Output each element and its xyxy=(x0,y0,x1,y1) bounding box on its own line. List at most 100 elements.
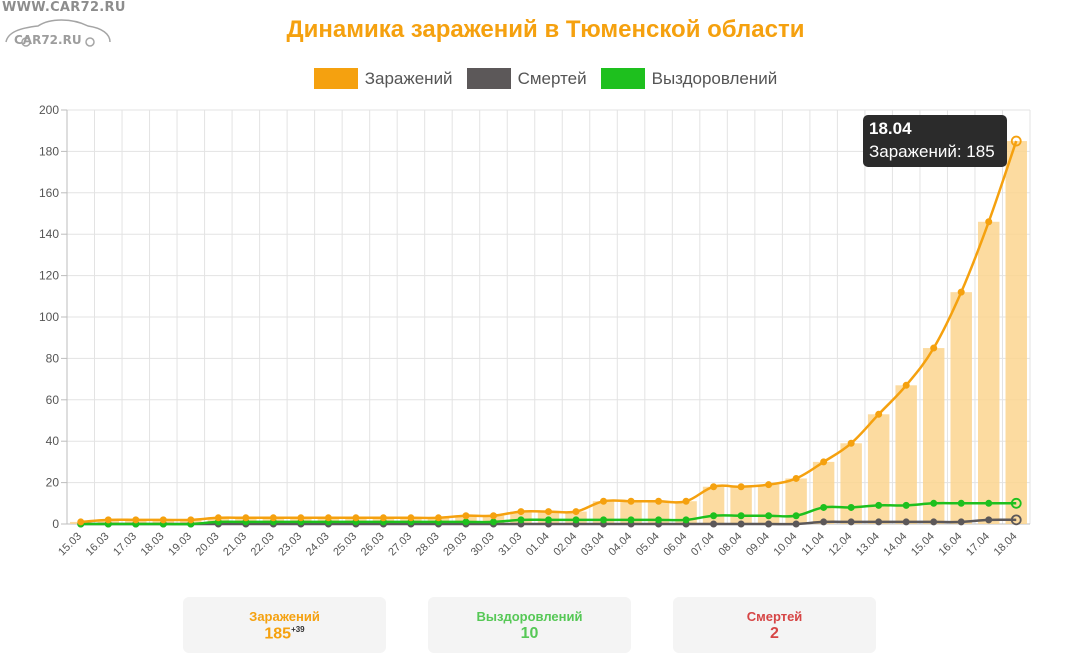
point-infected xyxy=(434,514,442,522)
point-infected xyxy=(737,483,745,491)
legend-item-infected[interactable]: Заражений xyxy=(313,68,453,89)
bar-infected xyxy=(647,501,670,524)
x-tick-label: 15.03 xyxy=(56,530,84,558)
chart-title: Динамика заражений в Тюменской области xyxy=(286,16,805,43)
legend-swatch-infected xyxy=(313,68,358,89)
point-recovered xyxy=(765,512,773,520)
stat-value-recovered: 10 xyxy=(520,625,539,642)
y-tick-label: 160 xyxy=(39,186,59,200)
x-tick-label: 02.04 xyxy=(551,530,579,558)
point-recovered xyxy=(710,512,718,520)
point-deaths xyxy=(792,520,800,528)
x-tick-label: 14.04 xyxy=(882,530,910,558)
point-infected xyxy=(930,344,938,352)
point-infected xyxy=(297,514,305,522)
legend-item-deaths[interactable]: Смертей xyxy=(466,68,587,89)
x-tick-label: 31.03 xyxy=(496,530,524,558)
legend-label-infected: Заражений xyxy=(364,68,453,88)
x-tick-label: 22.03 xyxy=(249,530,277,558)
point-infected xyxy=(324,514,332,522)
bar-infected xyxy=(840,443,862,524)
bar-infected xyxy=(1005,141,1027,525)
bar-infected xyxy=(922,348,945,524)
x-tick-label: 28.03 xyxy=(414,530,442,558)
point-infected xyxy=(517,508,525,516)
point-recovered xyxy=(572,516,580,524)
x-tick-label: 29.03 xyxy=(441,530,469,558)
point-deaths xyxy=(710,520,718,528)
x-tick-label: 01.04 xyxy=(524,530,552,558)
bar-infected xyxy=(867,414,890,524)
x-tick-label: 21.03 xyxy=(221,530,249,558)
legend-swatch-recovered xyxy=(600,68,645,89)
point-recovered xyxy=(820,503,828,511)
bar-infected xyxy=(812,461,835,524)
legend-item-recovered[interactable]: Выздоровлений xyxy=(600,68,777,89)
bar-infected xyxy=(977,221,1000,524)
stat-card-recovered: Выздоровлений 10 xyxy=(428,597,631,653)
point-recovered xyxy=(847,503,855,511)
y-tick-label: 140 xyxy=(39,227,59,241)
point-recovered xyxy=(655,516,663,524)
point-recovered xyxy=(875,501,883,509)
point-deaths xyxy=(902,518,910,526)
point-infected xyxy=(572,508,580,516)
x-tick-label: 26.03 xyxy=(359,530,387,558)
legend: Заражений Смертей Выздоровлений xyxy=(0,68,1091,89)
tooltip: 18.04 Заражений: 185 xyxy=(863,115,1007,167)
watermark: WWW.CAR72.RU CAR72.RU xyxy=(2,0,132,50)
point-infected xyxy=(847,439,855,447)
point-deaths xyxy=(737,520,745,528)
point-infected xyxy=(985,218,993,226)
point-infected xyxy=(242,514,250,522)
point-recovered xyxy=(517,516,525,524)
bar-infected xyxy=(895,385,917,524)
point-infected xyxy=(765,481,773,489)
point-infected xyxy=(187,516,195,524)
point-infected xyxy=(600,497,608,505)
x-tick-label: 07.04 xyxy=(689,530,717,558)
point-recovered xyxy=(930,499,938,507)
x-tick-label: 04.04 xyxy=(606,530,634,558)
watermark-url: WWW.CAR72.RU xyxy=(2,0,126,15)
point-recovered xyxy=(985,499,993,507)
x-tick-label: 09.04 xyxy=(744,530,772,558)
x-tick-label: 11.04 xyxy=(800,530,827,557)
stat-delta-infected: +39 xyxy=(291,625,305,634)
x-tick-label: 08.04 xyxy=(716,530,744,558)
point-infected xyxy=(902,381,910,389)
point-deaths xyxy=(820,518,828,526)
stat-value-infected: 185+39 xyxy=(183,625,386,643)
point-infected xyxy=(820,458,828,466)
point-infected xyxy=(655,497,663,505)
y-tick-label: 0 xyxy=(52,517,59,531)
y-tick-label: 80 xyxy=(46,351,60,365)
point-infected xyxy=(352,514,360,522)
x-tick-label: 30.03 xyxy=(469,530,497,558)
point-infected xyxy=(379,514,387,522)
point-infected xyxy=(875,410,883,418)
point-deaths xyxy=(875,518,883,526)
point-infected xyxy=(214,514,222,522)
watermark-brand: CAR72.RU xyxy=(14,33,82,47)
point-infected xyxy=(489,512,497,520)
point-deaths xyxy=(957,518,965,526)
point-recovered xyxy=(627,516,635,524)
point-recovered xyxy=(489,518,497,526)
point-infected xyxy=(159,516,167,524)
stat-label-deaths: Смертей xyxy=(746,609,803,624)
x-tick-label: 05.04 xyxy=(634,530,662,558)
bar-infected xyxy=(592,501,615,524)
stat-card-infected: Заражений 185+39 xyxy=(183,597,386,653)
x-tick-label: 10.04 xyxy=(771,530,799,558)
y-tick-label: 60 xyxy=(46,393,60,407)
x-tick-label: 20.03 xyxy=(194,530,222,558)
tooltip-date: 18.04 xyxy=(869,119,912,138)
point-recovered xyxy=(737,512,745,520)
point-deaths xyxy=(765,520,773,528)
x-tick-label: 25.03 xyxy=(331,530,359,558)
stat-label-infected: Заражений xyxy=(249,609,320,624)
point-infected xyxy=(407,514,415,522)
y-tick-label: 120 xyxy=(39,269,59,283)
